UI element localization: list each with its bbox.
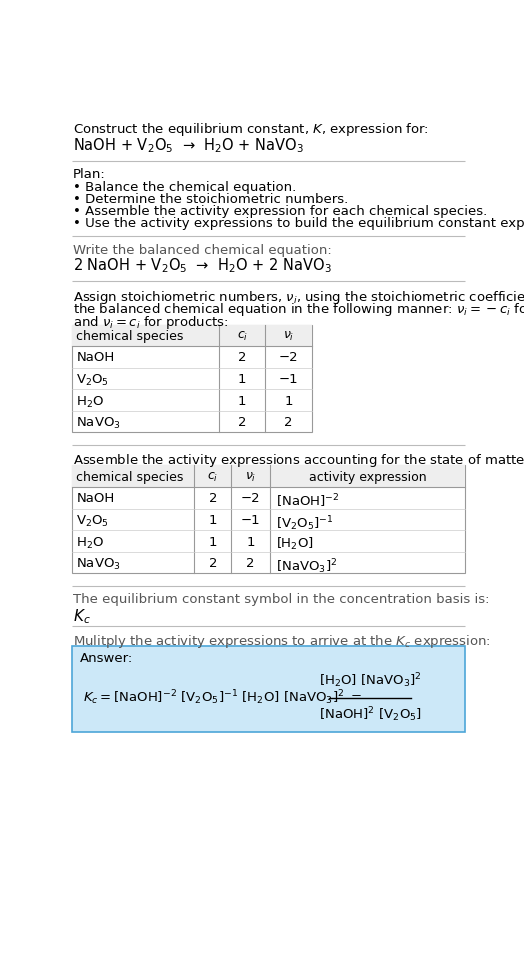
Bar [72, 324, 312, 346]
Text: Construct the equilibrium constant, $K$, expression for:: Construct the equilibrium constant, $K$,… [73, 121, 429, 138]
Text: H$_2$O: H$_2$O [77, 535, 104, 550]
Text: 2: 2 [209, 557, 217, 570]
Text: and $\nu_i = c_i$ for products:: and $\nu_i = c_i$ for products: [73, 314, 229, 331]
Text: H$_2$O: H$_2$O [77, 394, 104, 409]
Text: NaOH + V$_2$O$_5$  →  H$_2$O + NaVO$_3$: NaOH + V$_2$O$_5$ → H$_2$O + NaVO$_3$ [73, 136, 304, 154]
Bar [72, 645, 465, 732]
Text: −2: −2 [279, 351, 299, 364]
Text: $c_i$: $c_i$ [236, 330, 248, 343]
Text: $\nu_i$: $\nu_i$ [283, 330, 294, 343]
Text: 1: 1 [209, 535, 217, 549]
Text: 2: 2 [238, 351, 246, 364]
Text: Assign stoichiometric numbers, $\nu_i$, using the stoichiometric coefficients, $: Assign stoichiometric numbers, $\nu_i$, … [73, 289, 524, 306]
Bar [72, 465, 465, 573]
Text: • Determine the stoichiometric numbers.: • Determine the stoichiometric numbers. [73, 193, 348, 206]
Text: 2: 2 [209, 492, 217, 505]
Text: NaOH: NaOH [77, 492, 115, 505]
Text: NaOH: NaOH [77, 351, 115, 364]
Text: $c_i$: $c_i$ [207, 471, 219, 484]
Text: −1: −1 [279, 373, 299, 386]
Text: • Assemble the activity expression for each chemical species.: • Assemble the activity expression for e… [73, 205, 487, 218]
Text: [NaVO$_3$]$^2$: [NaVO$_3$]$^2$ [276, 557, 337, 575]
Text: Mulitply the activity expressions to arrive at the $K_c$ expression:: Mulitply the activity expressions to arr… [73, 633, 491, 650]
Text: 2: 2 [285, 416, 293, 429]
Text: • Use the activity expressions to build the equilibrium constant expression.: • Use the activity expressions to build … [73, 218, 524, 230]
Text: Plan:: Plan: [73, 168, 106, 181]
Bar [72, 465, 465, 487]
Text: −2: −2 [241, 492, 260, 505]
Text: −1: −1 [241, 514, 260, 526]
Text: NaVO$_3$: NaVO$_3$ [77, 416, 121, 432]
Text: • Balance the chemical equation.: • Balance the chemical equation. [73, 180, 297, 194]
Text: chemical species: chemical species [77, 471, 184, 484]
Text: Assemble the activity expressions accounting for the state of matter and $\nu_i$: Assemble the activity expressions accoun… [73, 453, 524, 469]
Bar [72, 324, 312, 433]
Text: [NaOH]$^{-2}$: [NaOH]$^{-2}$ [276, 492, 340, 510]
Text: 2 NaOH + V$_2$O$_5$  →  H$_2$O + 2 NaVO$_3$: 2 NaOH + V$_2$O$_5$ → H$_2$O + 2 NaVO$_3… [73, 257, 332, 275]
Text: Answer:: Answer: [80, 652, 133, 665]
Text: 1: 1 [238, 373, 246, 386]
Text: $[\mathrm{NaOH}]^2\ [\mathrm{V_2O_5}]$: $[\mathrm{NaOH}]^2\ [\mathrm{V_2O_5}]$ [319, 706, 422, 724]
Text: V$_2$O$_5$: V$_2$O$_5$ [77, 373, 110, 388]
Text: 2: 2 [238, 416, 246, 429]
Text: $K_c = [\mathrm{NaOH}]^{-2}\ [\mathrm{V_2O_5}]^{-1}\ [\mathrm{H_2O}]\ [\mathrm{N: $K_c = [\mathrm{NaOH}]^{-2}\ [\mathrm{V_… [83, 689, 362, 708]
Text: $[\mathrm{H_2O}]\ [\mathrm{NaVO_3}]^2$: $[\mathrm{H_2O}]\ [\mathrm{NaVO_3}]^2$ [319, 671, 421, 690]
Text: $K_c$: $K_c$ [73, 607, 91, 626]
Text: $\nu_i$: $\nu_i$ [245, 471, 256, 484]
Text: activity expression: activity expression [309, 471, 427, 484]
Text: 1: 1 [209, 514, 217, 526]
Text: 1: 1 [246, 535, 255, 549]
Text: 2: 2 [246, 557, 255, 570]
Text: chemical species: chemical species [77, 330, 184, 343]
Text: [V$_2$O$_5$]$^{-1}$: [V$_2$O$_5$]$^{-1}$ [276, 514, 334, 532]
Text: V$_2$O$_5$: V$_2$O$_5$ [77, 514, 110, 529]
Text: 1: 1 [285, 394, 293, 408]
Text: [H$_2$O]: [H$_2$O] [276, 535, 314, 551]
Text: The equilibrium constant symbol in the concentration basis is:: The equilibrium constant symbol in the c… [73, 594, 490, 606]
Text: Write the balanced chemical equation:: Write the balanced chemical equation: [73, 244, 332, 257]
Text: the balanced chemical equation in the following manner: $\nu_i = -c_i$ for react: the balanced chemical equation in the fo… [73, 301, 524, 318]
Text: NaVO$_3$: NaVO$_3$ [77, 557, 121, 573]
Text: 1: 1 [238, 394, 246, 408]
